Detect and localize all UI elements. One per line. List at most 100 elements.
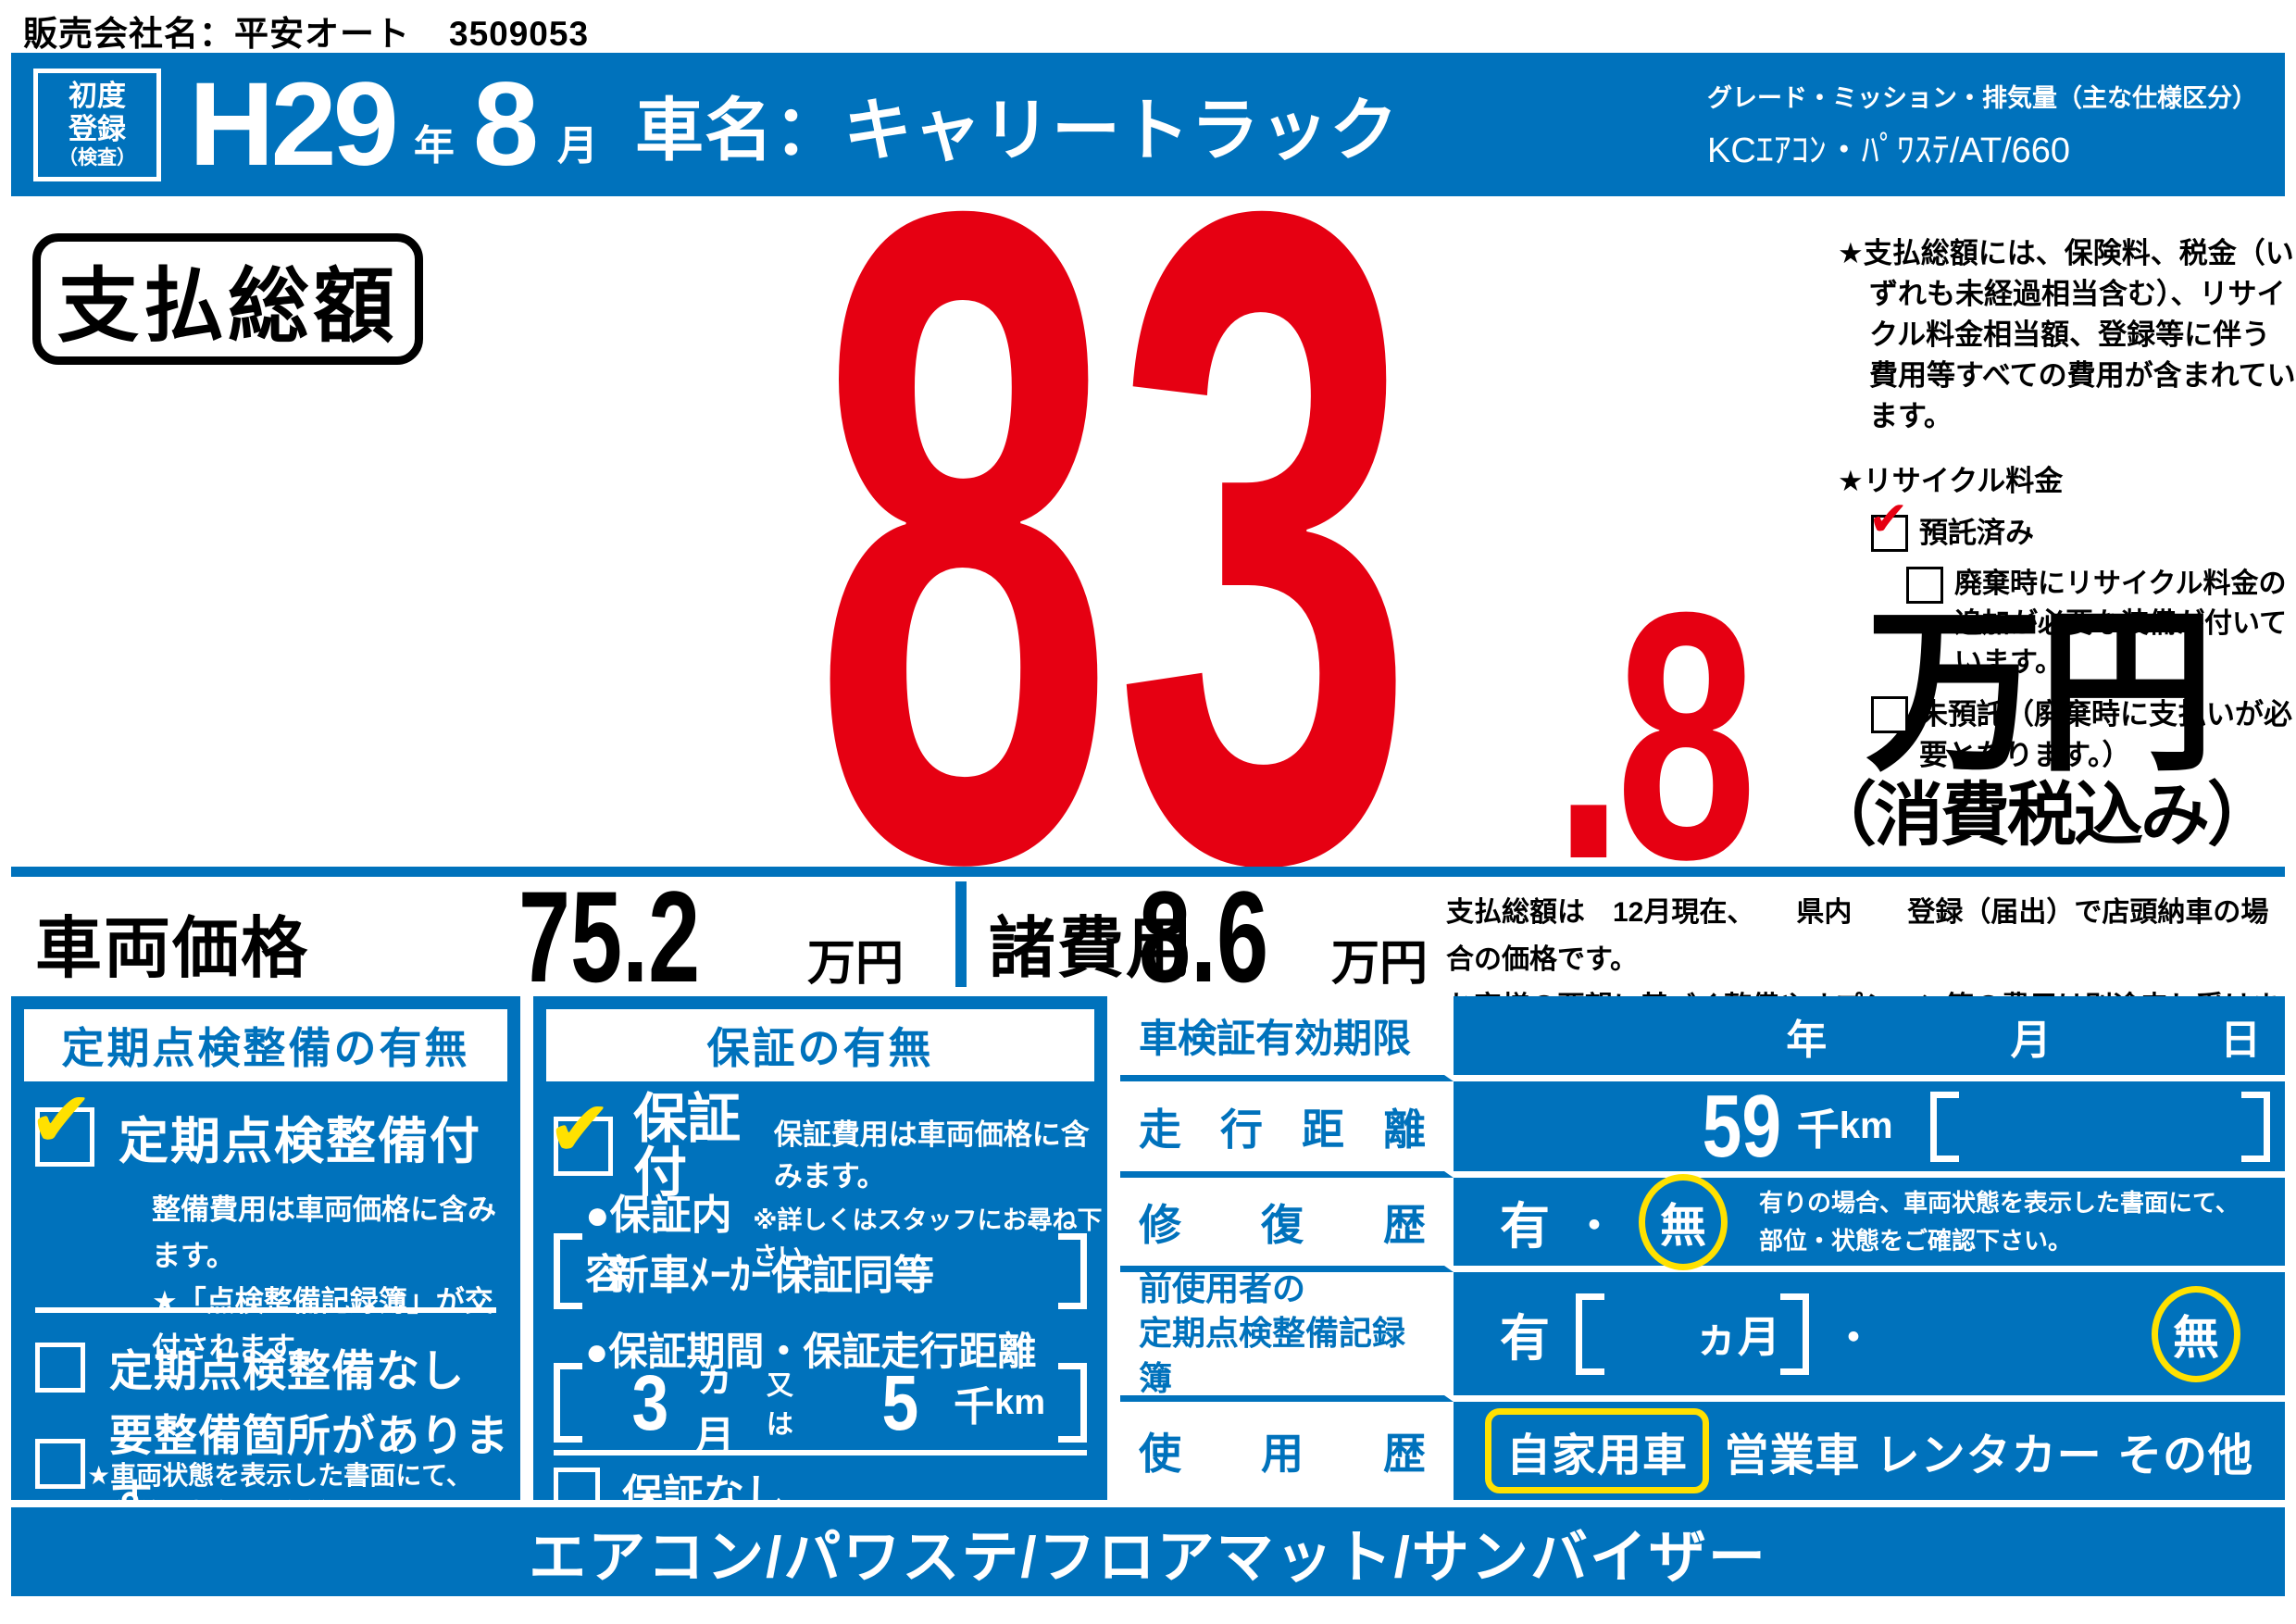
- tax-included-note: （消費税込み）: [1807, 776, 2277, 854]
- maintenance-none-label: 定期点検整備なし: [109, 1346, 465, 1395]
- not-deposited-row: 未預託（廃棄時に支払いが必要となります。）: [1871, 694, 2296, 776]
- addon-checkbox[interactable]: [1906, 567, 1943, 605]
- mileage-unit-latin: km: [1839, 1106, 1893, 1146]
- record-months-unit: ヵ月: [1695, 1312, 1780, 1361]
- fees-unit: 万円: [1331, 937, 1429, 991]
- usage-option-private-selected: 自家用車: [1485, 1408, 1710, 1493]
- maintenance-title: 定期点検整備の有無: [24, 1009, 507, 1081]
- expiry-day-unit: 日: [2220, 1017, 2261, 1063]
- warranty-km-unit-latin: km: [994, 1382, 1045, 1422]
- expiry-label: 車検証有効期限: [1120, 996, 1454, 1081]
- bracket-left-icon: [1929, 1091, 1959, 1162]
- bracket-left-icon: [1576, 1293, 1604, 1375]
- repair-yes: 有: [1500, 1199, 1550, 1255]
- equipment-text: エアコン/パワステ/フロアマット/サンバイザー: [529, 1526, 1767, 1590]
- repair-history-row: 修復歴 有 ・ 無 有りの場合、車両状態を表示した書面にて、 部位・状態をご確認…: [1120, 1173, 2285, 1272]
- car-name: キャリートラック: [843, 92, 1399, 169]
- inspection-table: 車検証有効期限 年 月 日 走行距離 59 千 km 修復歴 有 ・: [1120, 996, 2285, 1500]
- deposited-row: ✔ 預託済み: [1868, 495, 2296, 554]
- warranty-km-unit-kanji: 千: [954, 1384, 995, 1430]
- car-name-label: 車名：キャリートラック: [635, 75, 1399, 174]
- record-no-selected: 無: [2152, 1285, 2240, 1382]
- deposited-checkbox[interactable]: ✔: [1868, 495, 1909, 553]
- repair-no-selected: 無: [1639, 1173, 1728, 1270]
- vehicle-price-label: 車両価格: [35, 912, 310, 986]
- warranty-months-value: 3: [631, 1359, 669, 1446]
- mileage-cell: 59 千 km: [1454, 1081, 2285, 1178]
- maintenance-with-checkbox[interactable]: ✔: [29, 1081, 94, 1167]
- addon-row: 廃棄時にリサイクル料金の追加が必要な装備が付いています。: [1906, 565, 2296, 683]
- expiry-year-unit: 年: [1786, 1017, 1828, 1063]
- maintenance-divider: [35, 1307, 496, 1313]
- total-includes-note: ★支払総額には、保険料、税金（いずれも未経過相当含む）、リサイクル料金相当額、登…: [1838, 237, 2296, 433]
- month-unit: 月: [557, 122, 598, 169]
- dealer-label: 販売会社名：: [23, 15, 234, 53]
- mileage-unit-kanji: 千: [1796, 1105, 1840, 1154]
- repair-note-line1: 有りの場合、車両状態を表示した書面にて、: [1759, 1189, 2240, 1218]
- dealer-code: 3509053: [449, 15, 590, 53]
- warranty-with-row: ✔ 保証付 保証費用は車両価格に含みます。: [547, 1089, 1107, 1203]
- check-icon: ✔: [547, 1085, 613, 1172]
- warranty-period-bracket: 3 ヵ月 又は 5 千 km: [554, 1355, 1087, 1459]
- price-unit: 万円: [1866, 593, 2215, 792]
- total-payment-label: 支払総額: [56, 259, 398, 352]
- dealer-name: 平安オート: [234, 15, 410, 53]
- warranty-months-unit: ヵ月: [693, 1355, 735, 1459]
- vehicle-price-unit: 万円: [807, 937, 905, 991]
- price-integer: 83: [813, 19, 1416, 1054]
- addon-label: 廃棄時にリサイクル料金の追加が必要な装備が付いています。: [1954, 568, 2288, 679]
- first-reg-line2: 登録: [69, 113, 126, 146]
- mileage-value: 59: [1702, 1076, 1782, 1176]
- maintenance-panel: 定期点検整備の有無 ✔ 定期点検整備付 整備費用は車両価格に含みます。 ★「点検…: [11, 996, 520, 1528]
- first-registration-box: 初度 登録 （検査）: [33, 68, 161, 181]
- warranty-km-value: 5: [881, 1359, 919, 1446]
- not-deposited-checkbox[interactable]: [1871, 695, 1908, 733]
- warranty-content-value: 新車ﾒｰｶｰ保証同等: [608, 1253, 934, 1298]
- bracket-right-icon: [1058, 1233, 1087, 1309]
- usage-history-row: 使用歴 自家用車 営業車 レンタカー その他: [1120, 1402, 2285, 1500]
- usage-history-label: 使用歴: [1120, 1402, 1454, 1500]
- vehicle-price-value: 75.2: [518, 864, 701, 1009]
- bracket-left-icon: [554, 1363, 582, 1443]
- middle-dot: ・: [1833, 1315, 1874, 1361]
- usage-option-rental: レンタカー: [1875, 1431, 2103, 1480]
- first-reg-line1: 初度: [69, 79, 126, 112]
- warranty-content-label: ●保証内容: [585, 1193, 732, 1297]
- price-bar-note-line1: 支払総額は 12月現在、 県内 登録（届出）で店頭納車の場合の価格です。: [1446, 897, 2269, 975]
- maintenance-caution-line1: ★車両状態を表示した書面にて、: [87, 1461, 472, 1490]
- grade-caption: グレード・ミッション・排気量（主な仕様区分）: [1707, 83, 2257, 112]
- warranty-with-note: 保証費用は車両価格に含みます。: [773, 1118, 1090, 1193]
- bracket-right-icon: [2241, 1091, 2270, 1162]
- warranty-or: 又は: [766, 1371, 793, 1440]
- expiry-row: 車検証有効期限 年 月 日: [1120, 996, 2285, 1081]
- warranty-panel: 保証の有無 ✔ 保証付 保証費用は車両価格に含みます。 ●保証内容 ※詳しくはス…: [533, 996, 1107, 1518]
- maintenance-with-row: ✔ 定期点検整備付: [29, 1081, 481, 1173]
- maintenance-needed-checkbox[interactable]: [35, 1439, 85, 1489]
- usage-option-other: その他: [2116, 1431, 2253, 1480]
- not-deposited-label: 未預託（廃棄時に支払いが必要となります。）: [1919, 697, 2292, 771]
- repair-history-cell: 有 ・ 無 有りの場合、車両状態を表示した書面にて、 部位・状態をご確認下さい。: [1454, 1173, 2285, 1272]
- maintenance-none-checkbox[interactable]: [35, 1342, 85, 1393]
- usage-option-commercial: 営業車: [1724, 1431, 1861, 1480]
- check-icon: ✔: [1868, 493, 1909, 547]
- record-book-row: 前使用者の 定期点検整備記録簿 有 ヵ月 ・ 無: [1120, 1269, 2285, 1402]
- check-icon: ✔: [29, 1075, 94, 1163]
- first-reg-month: 8: [472, 57, 539, 191]
- warranty-with-label: 保証付: [633, 1089, 742, 1203]
- warranty-with-checkbox[interactable]: ✔: [547, 1090, 613, 1176]
- grade-block: グレード・ミッション・排気量（主な仕様区分） KCｴｱｺﾝ・ﾊﾟﾜｽﾃ/AT/6…: [1707, 78, 2257, 172]
- mileage-label: 走行距離: [1120, 1081, 1454, 1178]
- deposited-label: 預託済み: [1919, 517, 2034, 550]
- total-payment-box: 支払総額: [32, 233, 423, 365]
- maintenance-note1: 整備費用は車両価格に含みます。: [152, 1193, 496, 1272]
- record-yes: 有: [1500, 1311, 1550, 1367]
- car-label: 車名：: [635, 92, 843, 169]
- repair-history-label: 修復歴: [1120, 1178, 1454, 1272]
- dealer-line: 販売会社名：平安オート 3509053: [23, 6, 589, 56]
- header-bar: 初度 登録 （検査） H29 年 8 月 車名：キャリートラック グレード・ミッ…: [11, 53, 2285, 196]
- maintenance-with-label: 定期点検整備付: [119, 1114, 481, 1169]
- mileage-row: 走行距離 59 千 km: [1120, 1081, 2285, 1178]
- grade-value: KCｴｱｺﾝ・ﾊﾟﾜｽﾃ/AT/660: [1707, 131, 2071, 170]
- repair-note-line2: 部位・状態をご確認下さい。: [1759, 1226, 2073, 1255]
